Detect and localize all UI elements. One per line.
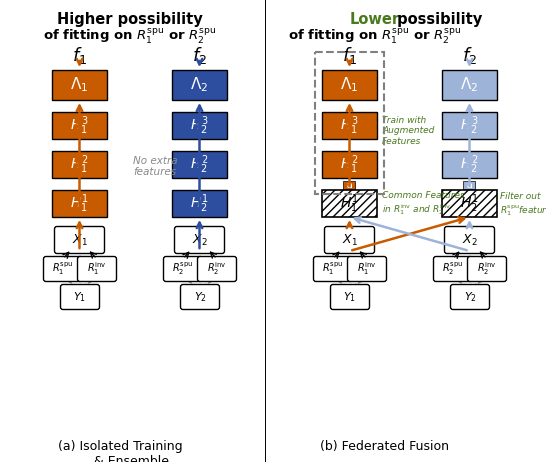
FancyBboxPatch shape xyxy=(347,256,387,281)
Text: Higher possibility: Higher possibility xyxy=(57,12,203,27)
FancyBboxPatch shape xyxy=(322,190,377,217)
Text: (b) Federated Fusion: (b) Federated Fusion xyxy=(320,440,449,453)
Text: $f_1$: $f_1$ xyxy=(72,45,87,67)
Text: $H_2^2$: $H_2^2$ xyxy=(460,153,479,176)
Text: $Y_1$: $Y_1$ xyxy=(343,290,357,304)
FancyBboxPatch shape xyxy=(467,256,507,281)
Text: $R_2^{\rm spu}$: $R_2^{\rm spu}$ xyxy=(173,261,194,277)
FancyBboxPatch shape xyxy=(61,285,99,310)
FancyBboxPatch shape xyxy=(172,190,227,217)
FancyBboxPatch shape xyxy=(55,226,104,254)
FancyBboxPatch shape xyxy=(175,226,224,254)
Text: (a) Isolated Training
      & Ensemble: (a) Isolated Training & Ensemble xyxy=(58,440,182,462)
Text: Filter out
$R_1^{\rm spu}$features: Filter out $R_1^{\rm spu}$features xyxy=(500,192,546,218)
Text: a: a xyxy=(346,181,352,189)
FancyBboxPatch shape xyxy=(442,70,497,100)
Text: $X_2$: $X_2$ xyxy=(192,232,207,248)
Text: $R_2^{\rm spu}$: $R_2^{\rm spu}$ xyxy=(442,261,464,277)
Text: $H_1^2$: $H_1^2$ xyxy=(70,153,89,176)
FancyBboxPatch shape xyxy=(442,190,497,217)
Text: $H_2^1$: $H_2^1$ xyxy=(190,192,209,215)
FancyBboxPatch shape xyxy=(330,285,370,310)
Text: $\Lambda_2$: $\Lambda_2$ xyxy=(191,76,209,94)
Text: possibility: possibility xyxy=(391,12,482,27)
Text: $H_2^3$: $H_2^3$ xyxy=(460,114,479,137)
Text: $R_1^{\rm inv}$: $R_1^{\rm inv}$ xyxy=(87,261,107,277)
Text: $H_2^3$: $H_2^3$ xyxy=(190,114,209,137)
Text: No extra
features: No extra features xyxy=(133,156,177,177)
FancyBboxPatch shape xyxy=(442,112,497,139)
FancyBboxPatch shape xyxy=(444,226,495,254)
FancyBboxPatch shape xyxy=(198,256,236,281)
Text: $R_1^{\rm inv}$: $R_1^{\rm inv}$ xyxy=(357,261,377,277)
Text: $Y_1$: $Y_1$ xyxy=(74,290,86,304)
Text: $\Lambda_1$: $\Lambda_1$ xyxy=(70,76,88,94)
FancyBboxPatch shape xyxy=(322,151,377,178)
Text: $R_2^{\rm inv}$: $R_2^{\rm inv}$ xyxy=(207,261,227,277)
Text: $X_1$: $X_1$ xyxy=(72,232,87,248)
FancyBboxPatch shape xyxy=(343,181,355,189)
FancyBboxPatch shape xyxy=(313,256,353,281)
Text: a: a xyxy=(466,181,472,189)
FancyBboxPatch shape xyxy=(52,151,107,178)
FancyBboxPatch shape xyxy=(52,190,107,217)
FancyBboxPatch shape xyxy=(322,70,377,100)
Text: $H_2^2$: $H_2^2$ xyxy=(190,153,209,176)
Text: $R_1^{\rm spu}$: $R_1^{\rm spu}$ xyxy=(52,261,74,277)
Text: $H_1^3$: $H_1^3$ xyxy=(70,114,89,137)
FancyBboxPatch shape xyxy=(172,70,227,100)
Text: Common Features
in $R_1^{\rm inv}$ and $R_2^{\rm inv}$: Common Features in $R_1^{\rm inv}$ and $… xyxy=(382,191,465,217)
FancyBboxPatch shape xyxy=(52,70,107,100)
FancyBboxPatch shape xyxy=(52,112,107,139)
Text: $H_1^1$: $H_1^1$ xyxy=(340,192,359,215)
Text: Lower: Lower xyxy=(349,12,400,27)
Text: $Y_2$: $Y_2$ xyxy=(464,290,477,304)
Text: $H_1^1$: $H_1^1$ xyxy=(70,192,89,215)
FancyBboxPatch shape xyxy=(181,285,219,310)
Text: $f_1$: $f_1$ xyxy=(342,45,357,67)
FancyBboxPatch shape xyxy=(44,256,82,281)
FancyBboxPatch shape xyxy=(172,151,227,178)
Text: of fitting on $R_1^{\rm spu}$ or $R_2^{\rm spu}$: of fitting on $R_1^{\rm spu}$ or $R_2^{\… xyxy=(288,27,461,46)
FancyBboxPatch shape xyxy=(324,226,375,254)
Text: $f_2$: $f_2$ xyxy=(192,45,207,67)
Text: of fitting on $R_1^{\rm spu}$ or $R_2^{\rm spu}$: of fitting on $R_1^{\rm spu}$ or $R_2^{\… xyxy=(43,27,217,46)
FancyBboxPatch shape xyxy=(322,112,377,139)
FancyBboxPatch shape xyxy=(163,256,203,281)
FancyBboxPatch shape xyxy=(434,256,472,281)
Text: $H_2^1$: $H_2^1$ xyxy=(460,192,479,215)
Text: $H_1^3$: $H_1^3$ xyxy=(340,114,359,137)
FancyBboxPatch shape xyxy=(463,181,475,189)
Text: $X_2$: $X_2$ xyxy=(462,232,477,248)
Text: $Y_2$: $Y_2$ xyxy=(193,290,206,304)
FancyBboxPatch shape xyxy=(78,256,116,281)
FancyBboxPatch shape xyxy=(450,285,490,310)
Text: $R_2^{\rm inv}$: $R_2^{\rm inv}$ xyxy=(477,261,497,277)
FancyBboxPatch shape xyxy=(442,151,497,178)
Text: $X_1$: $X_1$ xyxy=(342,232,358,248)
Text: $f_2$: $f_2$ xyxy=(462,45,477,67)
Text: $H_1^2$: $H_1^2$ xyxy=(340,153,359,176)
Text: $\Lambda_1$: $\Lambda_1$ xyxy=(340,76,359,94)
FancyBboxPatch shape xyxy=(172,112,227,139)
Text: $\Lambda_2$: $\Lambda_2$ xyxy=(460,76,479,94)
Text: Train with
Augmented
Features: Train with Augmented Features xyxy=(382,116,435,146)
Text: $R_1^{\rm spu}$: $R_1^{\rm spu}$ xyxy=(322,261,343,277)
